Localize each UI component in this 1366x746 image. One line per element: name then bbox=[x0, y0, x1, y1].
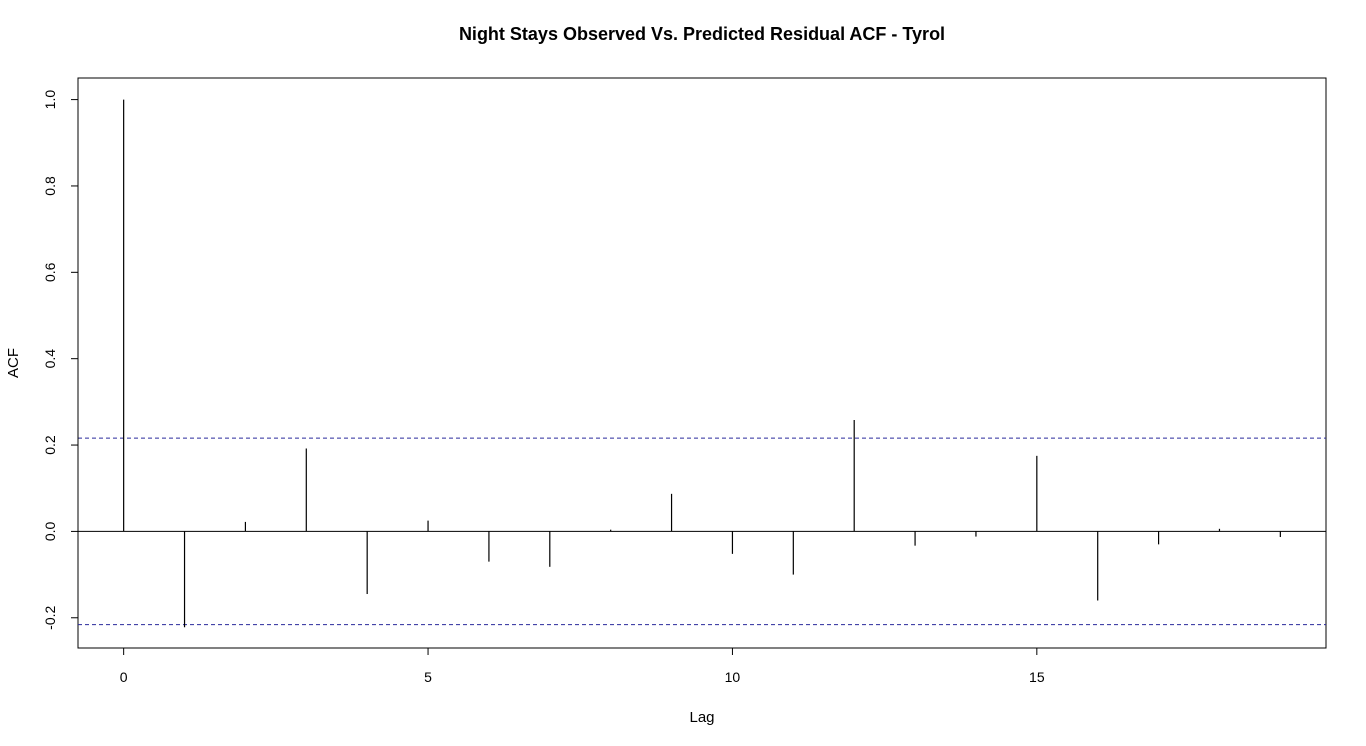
chart-title: Night Stays Observed Vs. Predicted Resid… bbox=[459, 24, 945, 44]
x-tick-label: 15 bbox=[1029, 669, 1045, 685]
y-tick-label: 0.6 bbox=[42, 262, 58, 282]
x-axis: 0 5 10 15 bbox=[120, 647, 1045, 685]
y-axis-label: ACF bbox=[5, 348, 22, 378]
acf-spikes bbox=[123, 99, 1281, 628]
y-tick-label: 1.0 bbox=[42, 90, 58, 110]
y-tick-label: 0.8 bbox=[42, 176, 58, 196]
y-axis: -0.2 0.0 0.2 0.4 0.6 0.8 1.0 bbox=[42, 90, 79, 630]
y-tick-label: 0.0 bbox=[42, 521, 58, 541]
x-axis-label: Lag bbox=[689, 709, 714, 726]
x-tick-label: 10 bbox=[725, 669, 741, 685]
y-tick-label: 0.4 bbox=[42, 349, 58, 369]
y-tick-label: -0.2 bbox=[42, 605, 58, 629]
y-tick-label: 0.2 bbox=[42, 435, 58, 455]
confidence-bounds bbox=[78, 437, 1326, 626]
plot-frame bbox=[77, 77, 1327, 649]
x-tick-label: 5 bbox=[424, 669, 432, 685]
x-tick-label: 0 bbox=[120, 669, 128, 685]
